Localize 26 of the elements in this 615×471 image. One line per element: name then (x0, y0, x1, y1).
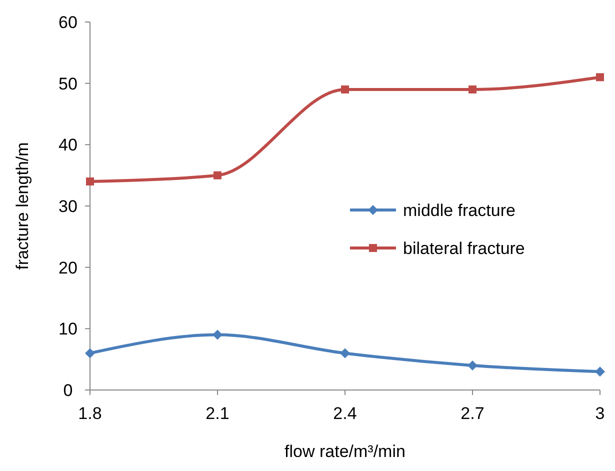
point (340, 348, 350, 358)
point (85, 348, 95, 358)
x-tick-label: 3 (595, 404, 605, 423)
x-axis-title: flow rate/m³/min (284, 442, 406, 461)
point (468, 360, 478, 370)
point (468, 85, 476, 94)
legend-label: bilateral fracture (403, 238, 525, 258)
y-tick-label: 10 (58, 320, 78, 339)
x-tick-label: 1.8 (78, 404, 102, 423)
point (341, 85, 349, 94)
y-tick-label: 50 (58, 74, 78, 94)
y-tick-label: 40 (58, 136, 78, 155)
y-tick-label: 30 (58, 196, 78, 216)
y-tick-label: 20 (58, 258, 78, 278)
point (86, 177, 94, 186)
y-axis-title: fracture length/m (13, 142, 32, 270)
point (596, 73, 604, 82)
point (595, 366, 605, 377)
x-tick-label: 2.4 (333, 404, 357, 423)
point (214, 171, 222, 180)
y-tick-label: 0 (63, 380, 73, 400)
point (212, 330, 222, 340)
legend-label: middle fracture (403, 200, 516, 220)
x-tick-label: 2.1 (206, 404, 230, 423)
y-tick-label: 60 (58, 12, 78, 32)
x-tick-label: 2.7 (460, 404, 484, 423)
